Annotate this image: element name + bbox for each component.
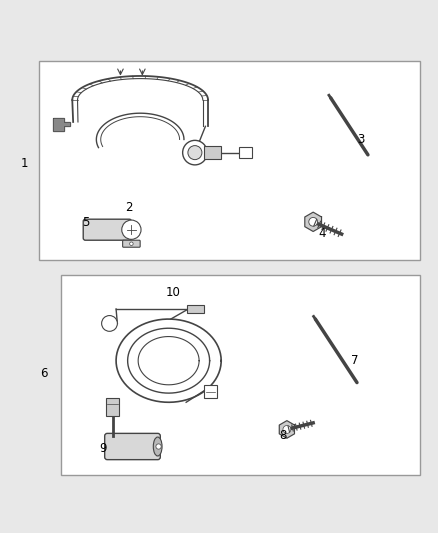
Text: 6: 6	[40, 367, 48, 381]
Bar	[239, 147, 252, 158]
Ellipse shape	[125, 221, 133, 238]
Bar	[39, 61, 420, 260]
Circle shape	[156, 444, 161, 449]
Bar	[106, 398, 119, 416]
Text: 10: 10	[166, 286, 180, 300]
Text: 3: 3	[358, 133, 365, 146]
Text: 4: 4	[318, 227, 326, 240]
Circle shape	[130, 242, 133, 246]
Text: 5: 5	[82, 216, 89, 229]
Circle shape	[188, 146, 202, 159]
Text: 7: 7	[351, 354, 359, 367]
Bar	[204, 385, 217, 398]
FancyBboxPatch shape	[123, 240, 140, 247]
Text: 8: 8	[279, 429, 286, 442]
FancyBboxPatch shape	[83, 219, 131, 240]
Circle shape	[183, 140, 207, 165]
FancyBboxPatch shape	[105, 433, 160, 459]
Text: 2: 2	[125, 201, 133, 214]
Text: 9: 9	[99, 442, 107, 455]
Bar	[61, 275, 420, 474]
Text: 1: 1	[20, 157, 28, 170]
Circle shape	[122, 220, 141, 239]
Circle shape	[283, 425, 291, 433]
Polygon shape	[53, 118, 70, 131]
Circle shape	[309, 217, 318, 226]
Polygon shape	[279, 421, 294, 438]
Bar	[204, 146, 221, 159]
Circle shape	[102, 316, 117, 332]
Ellipse shape	[153, 437, 162, 456]
Polygon shape	[305, 212, 321, 231]
Bar	[187, 304, 204, 313]
